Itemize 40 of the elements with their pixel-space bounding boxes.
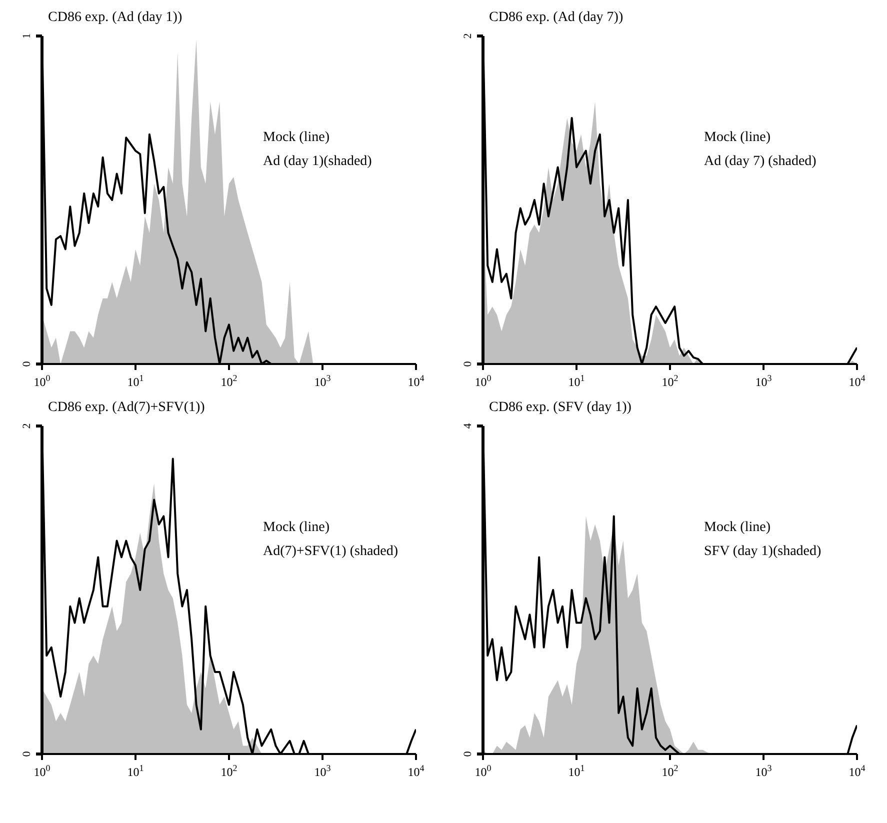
x-tick-label: 10$^{1}$ (127, 763, 144, 779)
annotation: Mock (line) (263, 519, 330, 537)
x-tick-label: 10$^{2}$ (662, 763, 678, 779)
chart-title: CD86 exp. (SFV (day 1)) (489, 400, 632, 416)
annotation: Mock (line) (704, 129, 772, 147)
x-tick-label: 10$^{3}$ (314, 763, 332, 779)
x-tick-label: 10$^{1}$ (127, 373, 144, 389)
x-tick-label: 10$^{0}$ (34, 373, 51, 389)
x-tick-label: 10$^{4}$ (848, 373, 866, 389)
x-tick-label: 10$^{2}$ (220, 763, 238, 779)
y-tick-label: 0 (21, 750, 33, 757)
y-tick-label: 0 (462, 360, 474, 367)
x-tick-label: 10$^{1}$ (568, 373, 585, 389)
y-tick-label: 2 (21, 423, 33, 429)
x-tick-label: 10$^{3}$ (755, 763, 772, 779)
chart-title: CD86 exp. (Ad(7)+SFV(1)) (48, 400, 205, 416)
x-tick-label: 10$^{1}$ (568, 763, 585, 779)
x-tick-label: 10$^{2}$ (220, 373, 238, 389)
annotation: Mock (line) (704, 519, 772, 537)
annotation: Ad (day 7) (shaded) (704, 153, 816, 171)
y-tick-label: 1 (21, 33, 33, 39)
x-tick-label: 10$^{2}$ (662, 373, 678, 389)
annotation: Ad(7)+SFV(1) (shaded) (263, 543, 398, 561)
y-tick-label: 4 (462, 422, 474, 429)
x-tick-label: 10$^{3}$ (755, 373, 772, 389)
x-tick-label: 10$^{4}$ (848, 763, 866, 779)
x-tick-label: 10$^{0}$ (474, 763, 492, 779)
x-tick-label: 10$^{3}$ (314, 373, 332, 389)
chart-title: CD86 exp. (Ad (day 7)) (489, 10, 624, 26)
annotation: SFV (day 1)(shaded) (704, 543, 822, 561)
y-tick-label: 0 (21, 360, 33, 367)
y-tick-label: 2 (462, 33, 474, 39)
x-tick-label: 10$^{0}$ (474, 373, 492, 389)
y-tick-label: 0 (462, 750, 474, 757)
x-tick-label: 10$^{0}$ (34, 763, 51, 779)
annotation: Ad (day 1)(shaded) (263, 153, 372, 171)
x-tick-label: 10$^{4}$ (408, 373, 425, 389)
x-tick-label: 10$^{4}$ (408, 763, 425, 779)
annotation: Mock (line) (263, 129, 330, 147)
chart-title: CD86 exp. (Ad (day 1)) (48, 10, 182, 26)
